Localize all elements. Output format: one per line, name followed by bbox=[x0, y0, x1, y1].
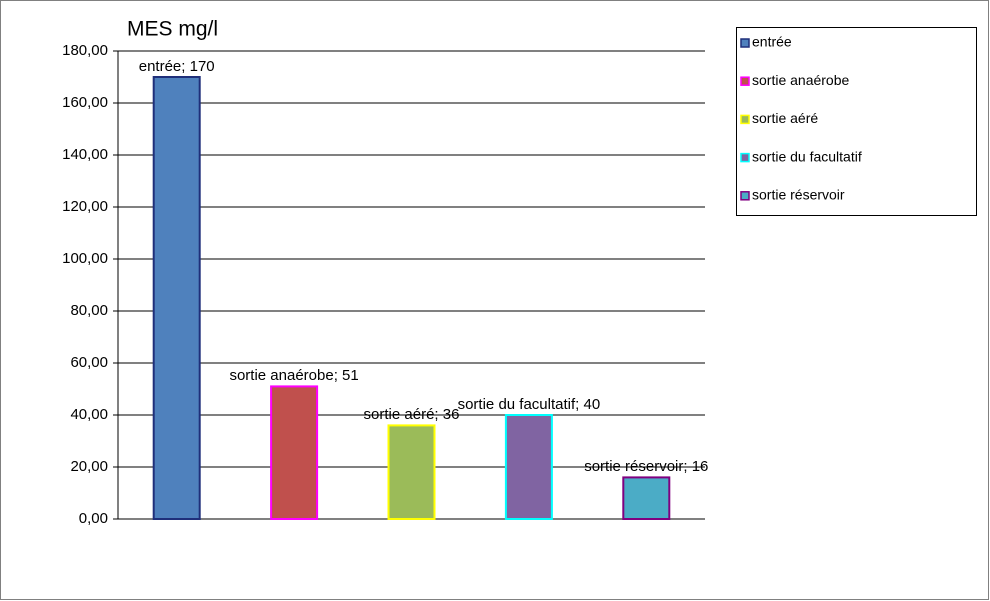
y-tick-label: 20,00 bbox=[70, 458, 108, 475]
legend-swatch bbox=[740, 114, 750, 125]
data-label: sortie réservoir; 16 bbox=[584, 458, 709, 476]
data-label: entrée; 170 bbox=[138, 58, 215, 75]
legend-label: sortie du facultatif bbox=[752, 148, 862, 164]
data-label: sortie aéré; 36 bbox=[363, 406, 460, 424]
legend-label: entrée bbox=[752, 34, 792, 50]
legend-swatch bbox=[740, 191, 750, 201]
bar bbox=[152, 76, 201, 520]
y-tick-label: 100,00 bbox=[62, 250, 108, 267]
legend-swatch bbox=[740, 152, 750, 163]
legend-label: sortie aéré bbox=[752, 110, 818, 126]
bar bbox=[270, 385, 319, 520]
y-tick-label: 140,00 bbox=[62, 146, 108, 163]
legend-swatch bbox=[740, 76, 750, 86]
y-tick-label: 120,00 bbox=[62, 198, 108, 215]
y-tick-label: 40,00 bbox=[70, 406, 108, 423]
legend-label: sortie réservoir bbox=[752, 187, 845, 203]
y-tick-label: 0,00 bbox=[79, 510, 108, 527]
bar bbox=[387, 424, 436, 520]
y-tick-label: 180,00 bbox=[62, 42, 108, 59]
legend-label: sortie anaérobe bbox=[752, 72, 850, 88]
data-label: sortie du facultatif; 40 bbox=[457, 396, 601, 413]
y-tick-label: 60,00 bbox=[70, 354, 108, 371]
bar bbox=[504, 414, 553, 520]
bar bbox=[622, 476, 671, 520]
y-tick-label: 80,00 bbox=[70, 302, 108, 319]
chart-title: MES mg/l bbox=[127, 18, 218, 41]
legend-swatch bbox=[740, 38, 750, 48]
legend-box bbox=[736, 27, 977, 216]
data-label: sortie anaérobe; 51 bbox=[229, 367, 359, 385]
y-tick-label: 160,00 bbox=[62, 94, 108, 111]
